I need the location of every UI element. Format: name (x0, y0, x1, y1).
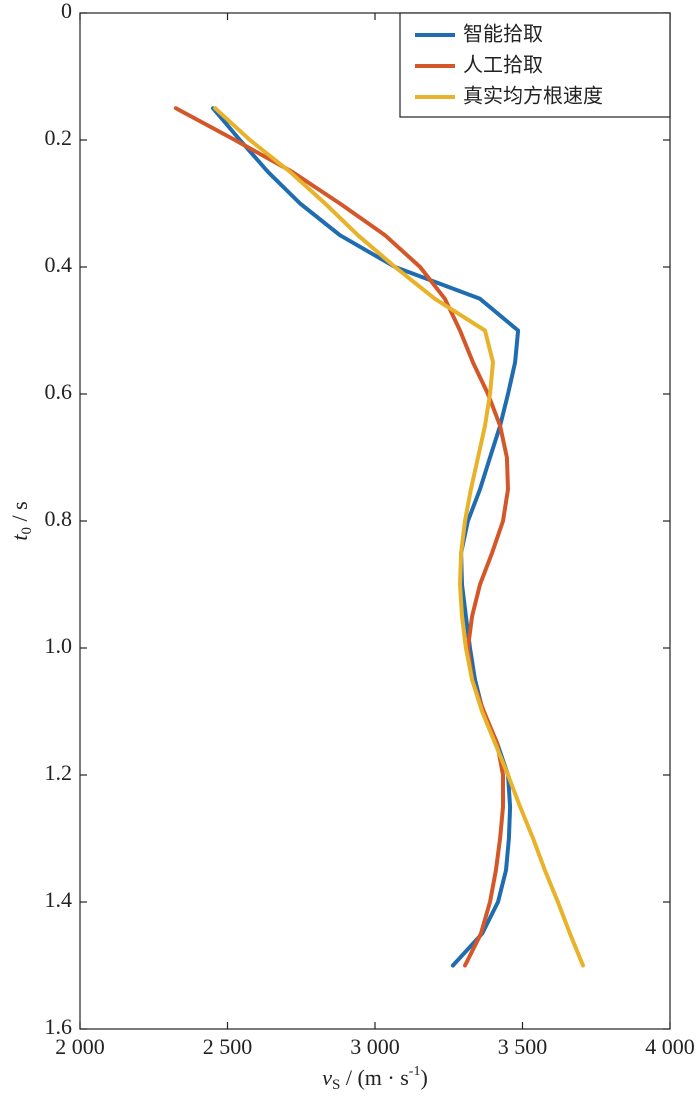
y-tick-label: 0.4 (45, 252, 73, 277)
y-tick-label: 0.6 (45, 379, 73, 404)
y-tick-label: 1.4 (45, 887, 73, 912)
y-tick-label: 1.6 (45, 1014, 73, 1039)
x-label-end: ) (420, 1065, 427, 1090)
y-tick-label: 0 (61, 0, 72, 23)
y-label-unit: / s (7, 501, 32, 527)
legend-label: 人工拾取 (463, 53, 543, 77)
plot-frame (79, 12, 671, 1030)
x-tick-label: 3 500 (498, 1034, 548, 1059)
y-label-sub: 0 (19, 527, 35, 535)
series-line (173, 106, 510, 968)
x-axis-label: vS / (m · s-1) (322, 1064, 428, 1093)
x-tick-label: 3 000 (350, 1034, 400, 1059)
x-tick-label: 2 500 (203, 1034, 253, 1059)
series-line (211, 106, 521, 968)
y-tick-label: 0.2 (45, 125, 73, 150)
x-label-sub: S (332, 1077, 340, 1093)
x-label-unit: / (m · s (340, 1065, 408, 1090)
x-label-sup: -1 (409, 1064, 421, 1079)
y-label-var: t (7, 534, 32, 541)
y-tick-label: 1.0 (45, 633, 73, 658)
series-line (213, 106, 585, 968)
x-tick-label: 4 000 (645, 1034, 695, 1059)
y-tick-label: 1.2 (45, 760, 73, 785)
x-label-var: v (322, 1065, 332, 1090)
x-tick-label: 2 000 (55, 1034, 105, 1059)
legend-label: 智能拾取 (463, 22, 543, 46)
y-tick-label: 0.8 (45, 506, 73, 531)
legend-label: 真实均方根速度 (463, 84, 603, 108)
y-axis-label: t0 / s (7, 501, 35, 540)
